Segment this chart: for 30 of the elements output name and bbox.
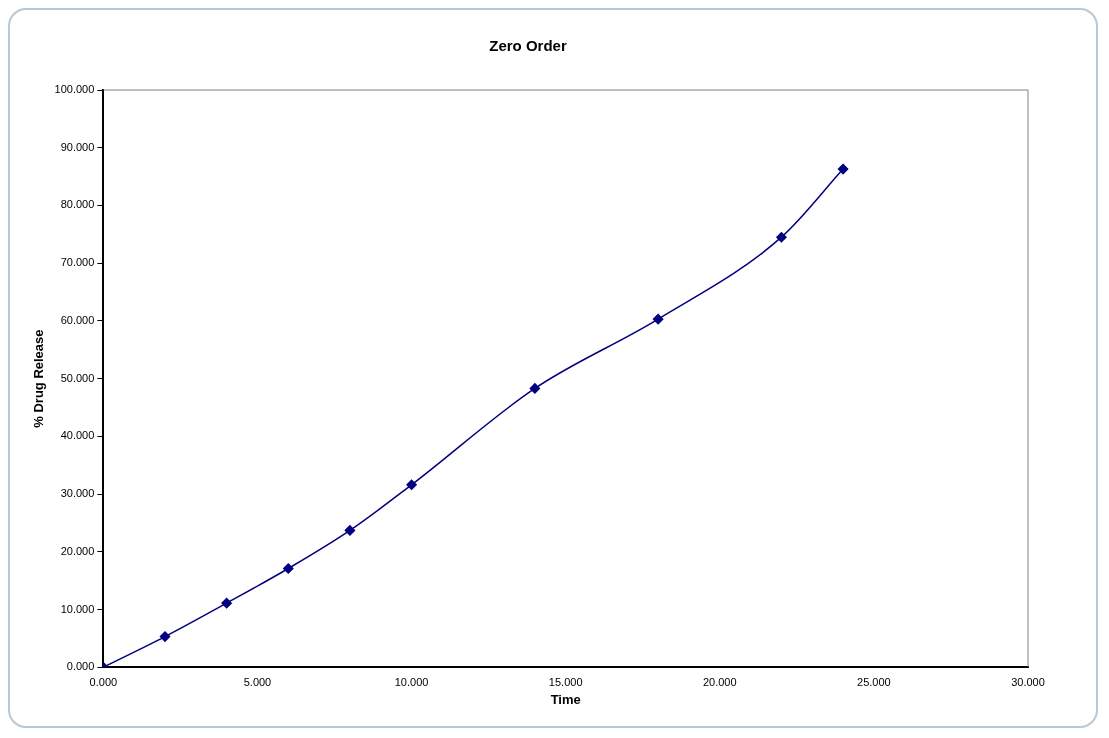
point xyxy=(652,313,664,325)
x-tick-label: 5.000 xyxy=(243,675,272,688)
y-axis-title: % Drug Release xyxy=(31,329,47,428)
y-tick-label: 50.000 xyxy=(60,371,95,384)
y-tick-label: 40.000 xyxy=(60,429,95,442)
y-tick-label: 90.000 xyxy=(60,140,95,153)
x-tick-label: 25.000 xyxy=(857,675,891,688)
y-tick-label: 80.000 xyxy=(60,198,95,211)
point xyxy=(221,597,232,609)
point xyxy=(837,163,849,175)
x-tick-label: 10.000 xyxy=(394,675,429,688)
x-tick-label: 15.000 xyxy=(548,675,583,688)
point xyxy=(344,525,356,536)
y-tick-label: 20.000 xyxy=(60,544,95,557)
point xyxy=(159,631,171,642)
x-tick-label: 0.000 xyxy=(89,675,118,688)
point xyxy=(776,231,787,243)
point xyxy=(283,563,294,574)
y-tick-label: 70.000 xyxy=(60,256,95,269)
chart-title: Zero Order xyxy=(489,37,567,55)
x-tick-label: 20.000 xyxy=(702,675,737,688)
y-tick-label: 0.000 xyxy=(66,660,95,673)
y-tick-label: 30.000 xyxy=(60,487,95,500)
y-tick-label: 60.000 xyxy=(60,313,95,326)
y-tick-label: 10.000 xyxy=(60,602,95,615)
y-tick-label: 100.000 xyxy=(54,83,95,96)
x-axis-title: Time xyxy=(550,691,581,707)
x-tick-label: 30.000 xyxy=(1011,675,1045,688)
point xyxy=(529,383,541,394)
point xyxy=(406,479,417,491)
